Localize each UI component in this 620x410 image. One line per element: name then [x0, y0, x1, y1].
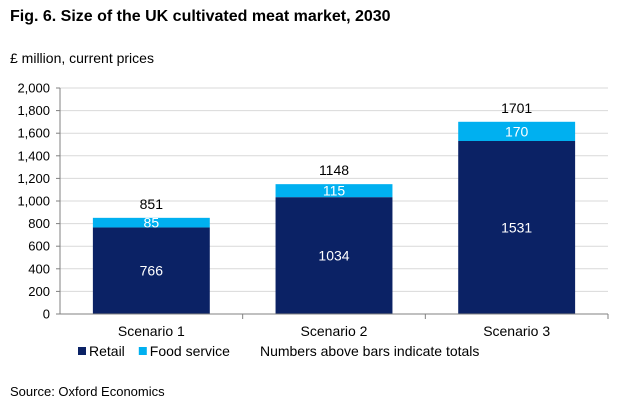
bar-value-label: 766 — [140, 263, 164, 279]
y-tick-label: 200 — [28, 284, 50, 299]
bar-segment-retail — [458, 140, 576, 314]
bar-total-label: 851 — [140, 196, 164, 212]
legend-label: Food service — [150, 343, 230, 359]
legend-note: Numbers above bars indicate totals — [260, 343, 479, 359]
x-category-label: Scenario 1 — [118, 323, 185, 339]
bar-value-label: 115 — [323, 183, 346, 199]
bar-total-label: 1148 — [319, 162, 349, 178]
y-tick-label: 2,000 — [17, 81, 50, 96]
y-tick-label: 1,600 — [17, 126, 50, 141]
x-category-label: Scenario 3 — [483, 323, 550, 339]
bars: 766 85 851 1034 115 1148 1531 170 1701 — [92, 100, 576, 314]
legend-swatch-retail — [78, 347, 86, 355]
bar-value-label: 1531 — [501, 219, 532, 235]
y-axis: 0 200 400 600 800 1,000 1,200 1,400 1,600 1,800 2,… — [17, 81, 61, 322]
x-category-label: Scenario 2 — [301, 323, 368, 339]
bar-value-label: 85 — [144, 215, 160, 231]
unit-label: £ million, current prices — [10, 50, 154, 66]
y-tick-label: 800 — [28, 216, 50, 231]
chart-title: Fig. 6. Size of the UK cultivated meat m… — [10, 8, 391, 25]
y-tick-label: 400 — [28, 261, 50, 276]
source-note: Source: Oxford Economics — [10, 384, 165, 399]
bar-total-label: 1701 — [501, 100, 532, 116]
y-tick-label: 0 — [43, 307, 50, 322]
legend: Retail Food service Numbers above bars ind… — [78, 343, 479, 359]
bar-value-label: 170 — [505, 123, 529, 139]
bar-segment-retail — [275, 197, 393, 314]
y-tick-label: 1,400 — [17, 148, 50, 163]
bar-segment-food-service — [458, 121, 576, 141]
y-tick-label: 600 — [28, 239, 50, 254]
y-tick-label: 1,000 — [17, 194, 50, 209]
y-tick-label: 1,800 — [17, 103, 50, 118]
bar-value-label: 1034 — [318, 248, 349, 264]
legend-label: Retail — [89, 343, 125, 359]
bar-segment-food-service — [275, 184, 393, 198]
bar-segment-food-service — [92, 217, 210, 228]
stacked-bar-chart: 0 200 400 600 800 1,000 1,200 1,400 1,600 1,800 2,… — [17, 81, 609, 359]
x-axis: Scenario 1 Scenario 2 Scenario 3 — [60, 313, 609, 339]
legend-swatch-food-service — [138, 347, 147, 355]
y-tick-label: 1,200 — [17, 171, 50, 186]
bar-segment-retail — [92, 227, 210, 314]
